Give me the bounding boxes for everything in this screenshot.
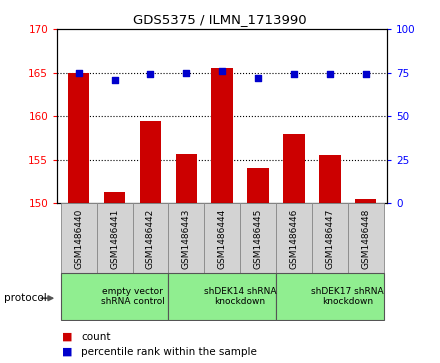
Bar [276,273,384,320]
Bar [212,68,233,203]
Point [255,75,262,81]
Text: percentile rank within the sample: percentile rank within the sample [81,347,257,357]
Bar [140,121,161,203]
Point [147,72,154,77]
Point [75,70,82,76]
Bar [68,73,89,203]
Bar [169,273,276,320]
Text: GSM1486440: GSM1486440 [74,209,83,269]
Bar [240,203,276,274]
Bar [61,273,169,320]
Text: GSM1486448: GSM1486448 [361,209,370,269]
Bar [247,168,269,203]
Point [219,68,226,74]
Text: ■: ■ [62,332,72,342]
Text: GSM1486442: GSM1486442 [146,209,155,269]
Bar [276,203,312,274]
Text: count: count [81,332,111,342]
Text: empty vector
shRNA control: empty vector shRNA control [101,287,165,306]
Bar [132,203,169,274]
Bar [204,203,240,274]
Point [290,72,297,77]
Text: GSM1486447: GSM1486447 [325,209,334,269]
Bar [176,154,197,203]
Point [362,72,369,77]
Text: GSM1486445: GSM1486445 [253,209,263,269]
Text: GSM1486441: GSM1486441 [110,209,119,269]
Bar [348,203,384,274]
Bar [97,203,132,274]
Text: GSM1486446: GSM1486446 [290,209,298,269]
Text: GSM1486443: GSM1486443 [182,209,191,269]
Bar [355,199,377,203]
Text: shDEK14 shRNA
knockdown: shDEK14 shRNA knockdown [204,287,276,306]
Text: GDS5375 / ILMN_1713990: GDS5375 / ILMN_1713990 [133,13,307,26]
Text: GSM1486444: GSM1486444 [218,209,227,269]
Bar [61,203,97,274]
Text: shDEK17 shRNA
knockdown: shDEK17 shRNA knockdown [312,287,384,306]
Bar [169,203,204,274]
Bar [319,155,341,203]
Text: ■: ■ [62,347,72,357]
Point [111,77,118,82]
Point [183,70,190,76]
Point [326,72,334,77]
Bar [312,203,348,274]
Bar [104,192,125,203]
Bar [283,134,305,203]
Text: protocol: protocol [4,293,47,303]
